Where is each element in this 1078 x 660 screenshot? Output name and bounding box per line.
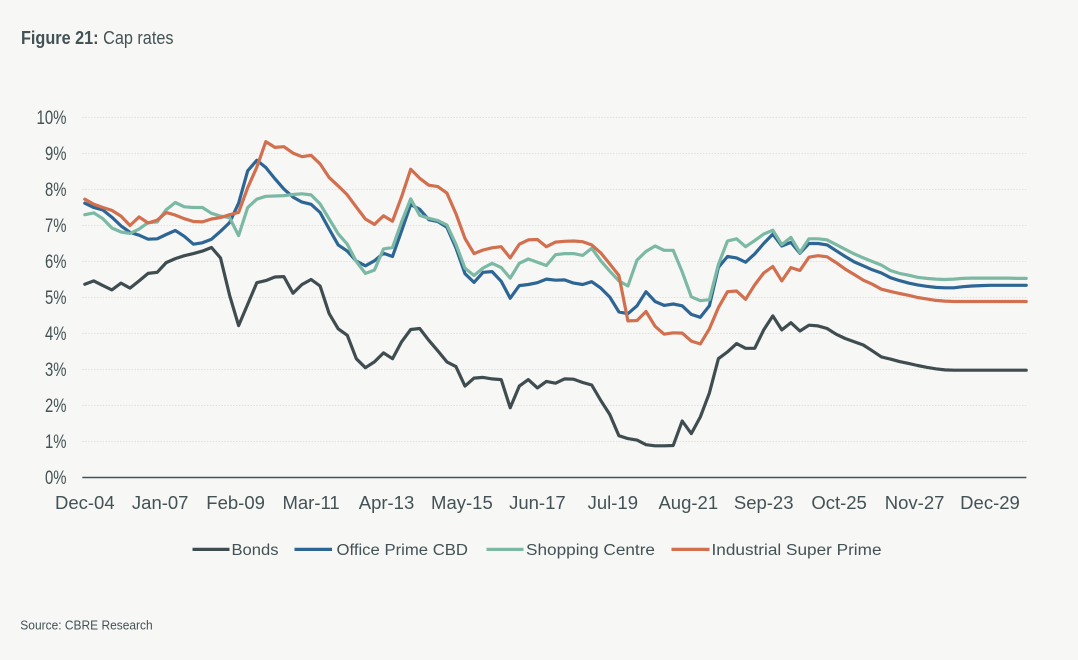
svg-text:Source: CBRE Research: Source: CBRE Research (20, 619, 152, 633)
svg-text:Shopping Centre: Shopping Centre (526, 542, 655, 559)
svg-text:1%: 1% (45, 432, 67, 453)
svg-text:Industrial Super Prime: Industrial Super Prime (712, 542, 882, 559)
svg-text:0%: 0% (45, 468, 67, 489)
svg-text:Oct-25: Oct-25 (811, 492, 867, 513)
svg-text:7%: 7% (45, 216, 67, 237)
svg-text:Dec-29: Dec-29 (960, 492, 1020, 513)
svg-text:Aug-21: Aug-21 (658, 492, 718, 513)
svg-text:9%: 9% (45, 144, 67, 165)
svg-text:6%: 6% (45, 252, 67, 273)
svg-text:Mar-11: Mar-11 (282, 492, 339, 513)
svg-text:Figure 21: Cap rates: Figure 21: Cap rates (21, 27, 174, 48)
svg-text:10%: 10% (37, 108, 67, 129)
svg-text:Sep-23: Sep-23 (734, 492, 794, 513)
svg-text:Jan-07: Jan-07 (132, 492, 189, 513)
svg-text:Bonds: Bonds (232, 542, 279, 559)
svg-text:2%: 2% (45, 396, 67, 417)
svg-text:Office Prime CBD: Office Prime CBD (337, 542, 469, 559)
svg-text:Dec-04: Dec-04 (55, 492, 115, 513)
svg-text:4%: 4% (45, 324, 67, 345)
svg-text:3%: 3% (45, 360, 67, 381)
svg-text:5%: 5% (45, 288, 67, 309)
svg-text:Nov-27: Nov-27 (885, 492, 945, 513)
svg-text:Feb-09: Feb-09 (206, 492, 265, 513)
svg-text:Apr-13: Apr-13 (359, 492, 415, 513)
svg-text:May-15: May-15 (431, 492, 493, 513)
svg-text:Jun-17: Jun-17 (509, 492, 566, 513)
svg-text:8%: 8% (45, 180, 67, 201)
svg-text:Jul-19: Jul-19 (588, 492, 638, 513)
